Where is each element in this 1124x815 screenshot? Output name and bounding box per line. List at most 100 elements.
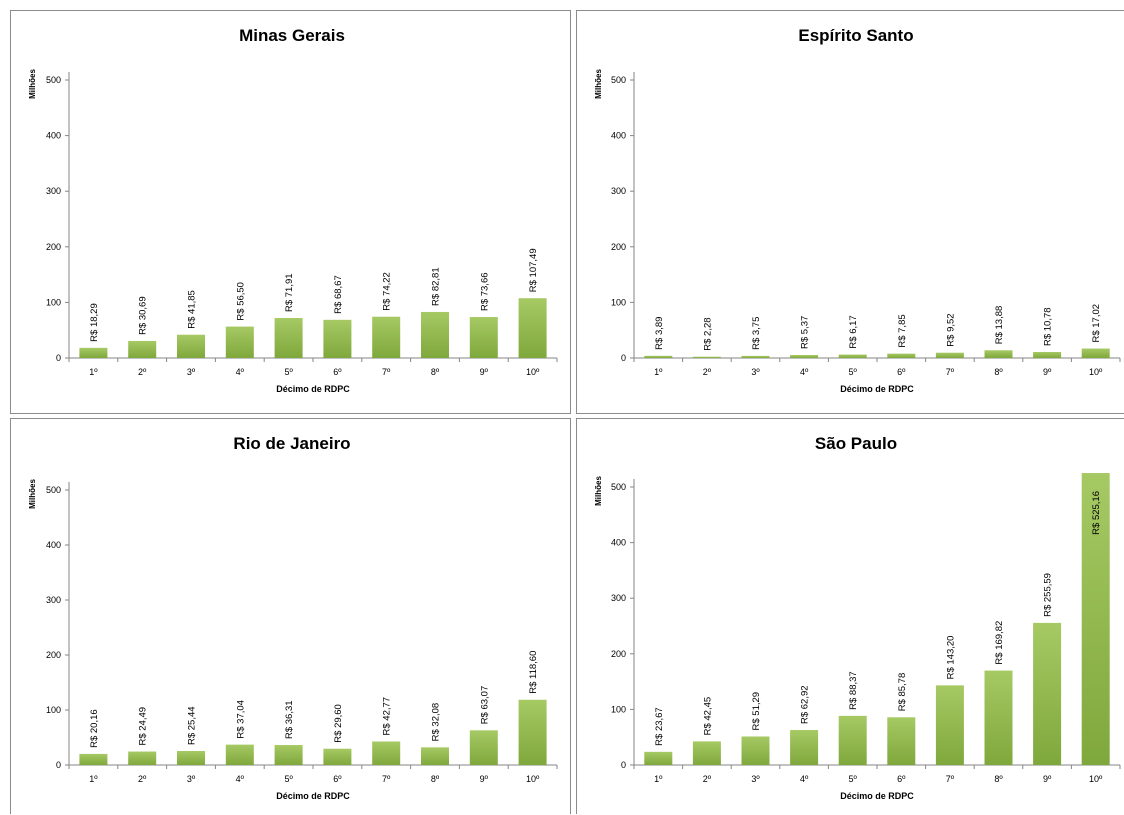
bar: [469, 730, 498, 765]
data-label: R$ 169,82: [994, 621, 1005, 665]
x-tick-label: 9º: [1043, 774, 1052, 784]
chart-panel-rio-de-janeiro: Rio de Janeiro 0 100 200 300 400 500 Milhões 1º…: [10, 418, 571, 814]
chart-title: São Paulo: [815, 434, 897, 453]
x-tick-label: 8º: [431, 367, 440, 377]
bar: [887, 353, 916, 358]
data-label: R$ 143,20: [945, 636, 956, 680]
bar: [79, 347, 108, 358]
x-tick-label: 8º: [431, 774, 440, 784]
y-tick-label: 200: [611, 649, 626, 659]
y-tick-label: 0: [56, 353, 61, 363]
y-axis-label: Milhões: [28, 69, 37, 99]
bar: [372, 316, 401, 358]
y-tick-label: 500: [611, 482, 626, 492]
x-tick-label: 5º: [849, 367, 858, 377]
bar: [323, 319, 352, 358]
bar: [935, 352, 964, 358]
x-tick-label: 7º: [382, 367, 391, 377]
x-tick-label: 9º: [480, 367, 489, 377]
bar: [838, 715, 867, 765]
x-tick-label: 10º: [1089, 367, 1103, 377]
y-tick-label: 400: [611, 131, 626, 141]
x-tick-label: 3º: [751, 774, 760, 784]
data-label: R$ 10,78: [1043, 307, 1054, 346]
data-label: R$ 30,69: [138, 296, 149, 335]
x-tick-label: 4º: [236, 774, 245, 784]
data-label: R$ 23,67: [654, 707, 665, 746]
x-tick-label: 10º: [526, 774, 540, 784]
x-tick-label: 3º: [187, 367, 196, 377]
plot-area: 0 100 200 300 400 500 Milhões 1º R$ 3,89 2º R$ 2,2…: [594, 69, 1121, 394]
bar: [692, 741, 721, 765]
y-tick-label: 400: [46, 540, 61, 550]
x-axis-label: Décimo de RDPC: [276, 791, 350, 801]
y-tick-label: 0: [621, 353, 626, 363]
x-axis-label: Décimo de RDPC: [840, 791, 914, 801]
data-label: R$ 42,77: [382, 697, 393, 736]
plot-area: 0 100 200 300 400 500 Milhões 1º R$ 18,29 2º R$ 30…: [28, 69, 558, 394]
x-tick-label: 5º: [284, 367, 293, 377]
data-label: R$ 56,50: [235, 282, 246, 321]
data-label: R$ 107,49: [528, 248, 539, 292]
bar: [469, 317, 498, 358]
x-tick-label: 3º: [751, 367, 760, 377]
x-axis-label: Décimo de RDPC: [276, 384, 350, 394]
x-tick-label: 1º: [654, 774, 663, 784]
bar: [421, 747, 449, 765]
y-tick-label: 400: [611, 538, 626, 548]
x-axis-label: Décimo de RDPC: [840, 384, 914, 394]
data-label: R$ 85,78: [897, 673, 908, 712]
data-label: R$ 2,28: [702, 317, 713, 350]
data-label: R$ 3,89: [654, 317, 665, 350]
x-tick-label: 6º: [333, 367, 342, 377]
data-label: R$ 3,75: [751, 317, 762, 350]
bar: [79, 753, 108, 765]
y-tick-label: 500: [46, 75, 61, 85]
data-label: R$ 5,37: [800, 316, 811, 349]
data-label: R$ 525,16: [1091, 491, 1102, 535]
x-tick-label: 4º: [800, 774, 809, 784]
data-label: R$ 73,66: [479, 272, 490, 311]
plot-area: 0 100 200 300 400 500 Milhões 1º R$ 23,67 2º R$ 42…: [594, 473, 1121, 801]
data-label: R$ 6,17: [848, 315, 859, 348]
y-tick-label: 200: [46, 242, 61, 252]
x-tick-label: 7º: [382, 774, 391, 784]
x-tick-label: 6º: [897, 367, 906, 377]
x-tick-label: 2º: [138, 367, 147, 377]
data-label: R$ 17,02: [1091, 304, 1102, 343]
data-label: R$ 32,08: [431, 703, 442, 742]
x-tick-label: 2º: [138, 774, 147, 784]
y-tick-label: 300: [46, 186, 61, 196]
bar: [741, 355, 770, 358]
bar: [644, 355, 673, 358]
y-tick-label: 300: [46, 595, 61, 605]
y-tick-label: 0: [56, 760, 61, 770]
y-tick-label: 100: [611, 297, 626, 307]
y-tick-label: 100: [611, 704, 626, 714]
y-tick-label: 500: [611, 75, 626, 85]
bar: [1033, 352, 1062, 358]
bar: [790, 355, 819, 358]
bar: [518, 298, 547, 358]
data-label: R$ 63,07: [479, 686, 490, 725]
x-tick-label: 5º: [849, 774, 858, 784]
data-label: R$ 24,49: [138, 707, 149, 746]
y-tick-label: 200: [46, 650, 61, 660]
data-label: R$ 20,16: [89, 709, 100, 748]
data-label: R$ 37,04: [235, 700, 246, 739]
data-label: R$ 36,31: [284, 700, 295, 739]
y-tick-label: 200: [611, 242, 626, 252]
bar: [790, 730, 819, 765]
bar: [644, 751, 673, 765]
data-label: R$ 7,85: [897, 314, 908, 347]
bar: [692, 356, 721, 358]
bar: [177, 334, 205, 358]
bar: [225, 744, 254, 765]
bar: [984, 670, 1013, 765]
x-tick-label: 5º: [284, 774, 293, 784]
x-tick-label: 10º: [526, 367, 540, 377]
x-tick-label: 3º: [187, 774, 196, 784]
bar: [128, 340, 157, 358]
bar: [323, 748, 352, 765]
data-label: R$ 18,29: [89, 303, 100, 342]
